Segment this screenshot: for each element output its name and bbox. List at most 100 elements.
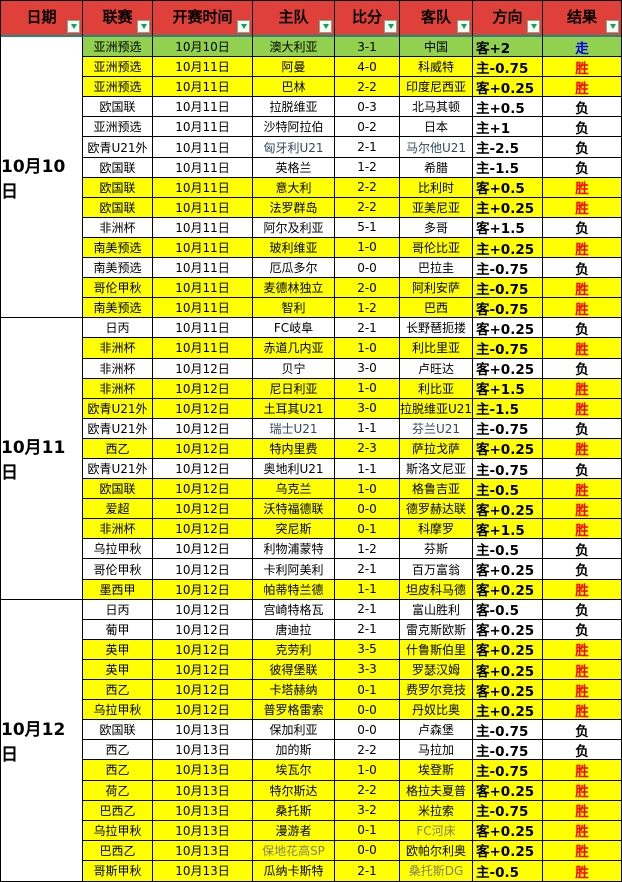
filter-dropdown-icon[interactable] xyxy=(606,20,619,33)
cell-time: 10月12日 xyxy=(153,539,253,560)
cell-score: 3-2 xyxy=(335,800,400,821)
cell-score: 3-3 xyxy=(335,659,400,681)
cell-league: 巴西乙 xyxy=(83,840,153,861)
cell-away: 卢旺达 xyxy=(400,358,473,379)
cell-direction: 客+2 xyxy=(473,37,543,58)
cell-away: 欧帕尔利奥 xyxy=(400,840,473,861)
cell-league: 亚洲预选 xyxy=(83,37,153,58)
col-header-league-label: 联赛 xyxy=(102,7,133,26)
filter-dropdown-icon[interactable] xyxy=(319,20,332,33)
filter-dropdown-icon[interactable] xyxy=(67,20,80,33)
cell-away: 马拉加 xyxy=(400,740,473,761)
cell-home: 拉脱维亚 xyxy=(253,97,335,118)
cell-time: 10月13日 xyxy=(153,840,253,861)
cell-score: 5-1 xyxy=(335,217,400,238)
col-header-result-label: 结果 xyxy=(566,7,597,26)
cell-direction: 主-0.5 xyxy=(473,479,543,500)
cell-result: 负 xyxy=(543,720,621,741)
cell-direction: 主+0.25 xyxy=(473,700,543,721)
cell-time: 10月11日 xyxy=(153,318,253,339)
cell-time: 10月12日 xyxy=(153,398,253,419)
cell-time: 10月13日 xyxy=(153,740,253,761)
cell-result: 负 xyxy=(543,740,621,761)
cell-league: 南美预选 xyxy=(83,237,153,259)
cell-home: 保地花高SP xyxy=(253,840,335,861)
cell-time: 10月11日 xyxy=(153,298,253,319)
cell-time: 10月12日 xyxy=(153,479,253,500)
cell-result: 负 xyxy=(543,539,621,560)
cell-direction: 客+1.5 xyxy=(473,378,543,399)
cell-time: 10月10日 xyxy=(153,37,253,58)
col-header-away-label: 客队 xyxy=(420,7,451,26)
cell-league: 英甲 xyxy=(83,639,153,660)
cell-away: 格鲁吉亚 xyxy=(400,479,473,500)
cell-home: 普罗格雷索 xyxy=(253,700,335,721)
cell-time: 10月13日 xyxy=(153,720,253,741)
cell-direction: 主-1.5 xyxy=(473,398,543,419)
cell-result: 胜 xyxy=(543,700,621,721)
cell-result: 胜 xyxy=(543,579,621,600)
cell-away: 德罗赫达联 xyxy=(400,499,473,520)
cell-result: 胜 xyxy=(543,840,621,861)
cell-league: 荷乙 xyxy=(83,780,153,801)
cell-league: 乌拉甲秋 xyxy=(83,820,153,841)
cell-time: 10月13日 xyxy=(153,820,253,841)
cell-time: 10月11日 xyxy=(153,217,253,238)
cell-league: 非洲杯 xyxy=(83,217,153,238)
cell-league: 欧青U21外 xyxy=(83,458,153,480)
filter-dropdown-icon[interactable] xyxy=(384,20,397,33)
cell-home: 克劳利 xyxy=(253,639,335,660)
cell-result: 胜 xyxy=(543,800,621,821)
cell-league: 西乙 xyxy=(83,680,153,701)
cell-league: 亚洲预选 xyxy=(83,77,153,98)
filter-dropdown-icon[interactable] xyxy=(237,20,250,33)
cell-away: FC河床 xyxy=(400,820,473,841)
cell-score: 1-0 xyxy=(335,237,400,259)
cell-direction: 主-0.75 xyxy=(473,258,543,279)
cell-league: 欧青U21外 xyxy=(83,398,153,419)
cell-away: 印度尼西亚 xyxy=(400,77,473,98)
cell-result: 胜 xyxy=(543,57,621,78)
cell-result: 胜 xyxy=(543,639,621,660)
cell-away: 巴拉圭 xyxy=(400,258,473,279)
col-header-date-label: 日期 xyxy=(26,7,57,26)
cell-result: 胜 xyxy=(543,479,621,500)
cell-league: 巴西乙 xyxy=(83,800,153,821)
col-header-home-label: 主队 xyxy=(278,7,309,26)
cell-time: 10月12日 xyxy=(153,418,253,439)
cell-direction: 客+0.25 xyxy=(473,639,543,660)
col-header-time-label: 开赛时间 xyxy=(172,7,233,26)
cell-score: 2-3 xyxy=(335,438,400,459)
cell-direction: 客+0.25 xyxy=(473,358,543,379)
cell-away: 哥伦比亚 xyxy=(400,237,473,259)
filter-dropdown-icon[interactable] xyxy=(137,20,150,33)
filter-dropdown-icon[interactable] xyxy=(527,20,540,33)
cell-home: 尼日利亚 xyxy=(253,378,335,399)
cell-score: 0-0 xyxy=(335,499,400,520)
cell-score: 1-2 xyxy=(335,298,400,319)
cell-result: 胜 xyxy=(543,77,621,98)
cell-result: 胜 xyxy=(543,659,621,681)
cell-time: 10月13日 xyxy=(153,760,253,781)
date-group-cell: 10月10日 xyxy=(1,37,83,319)
cell-away: 雷克斯欧斯 xyxy=(400,619,473,640)
filter-dropdown-icon[interactable] xyxy=(457,20,470,33)
cell-home: 沙特阿拉伯 xyxy=(253,117,335,138)
cell-result: 负 xyxy=(543,559,621,580)
cell-direction: 客-0.75 xyxy=(473,298,543,319)
cell-league: 哥伦甲秋 xyxy=(83,559,153,580)
cell-time: 10月11日 xyxy=(153,197,253,218)
cell-time: 10月11日 xyxy=(153,137,253,158)
cell-time: 10月11日 xyxy=(153,157,253,178)
cell-time: 10月11日 xyxy=(153,117,253,138)
cell-result: 胜 xyxy=(543,398,621,419)
cell-score: 2-1 xyxy=(335,559,400,580)
cell-home: 唐迪拉 xyxy=(253,619,335,640)
cell-league: 亚洲预选 xyxy=(83,57,153,78)
cell-score: 2-2 xyxy=(335,780,400,801)
cell-home: 意大利 xyxy=(253,177,335,198)
cell-time: 10月13日 xyxy=(153,800,253,821)
cell-score: 0-0 xyxy=(335,700,400,721)
